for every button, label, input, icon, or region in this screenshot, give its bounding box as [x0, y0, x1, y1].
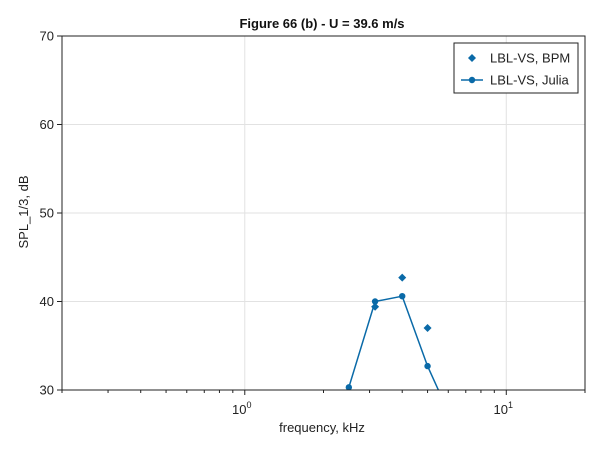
- legend-label: LBL-VS, Julia: [490, 73, 570, 88]
- data-point: [371, 298, 379, 305]
- legend-entry: LBL-VS, BPM: [468, 51, 570, 66]
- x-tick-label-base: 10: [232, 402, 246, 417]
- data-point: [424, 362, 431, 370]
- y-axis-label: SPL_1/3, dB: [16, 176, 31, 249]
- legend: LBL-VS, BPM LBL-VS, Julia: [453, 42, 579, 94]
- x-tick-label: 101: [494, 400, 513, 417]
- y-tick-label: 50: [40, 206, 54, 221]
- y-tick-label: 70: [40, 29, 54, 44]
- x-tick-label: 100: [232, 400, 251, 417]
- legend-label: LBL-VS, BPM: [490, 51, 570, 66]
- legend-marker-swatch: [468, 54, 476, 62]
- y-tick-label: 60: [40, 117, 54, 132]
- legend-box: [453, 42, 579, 94]
- chart-title: Figure 66 (b) - U = 39.6 m/s: [239, 16, 404, 31]
- legend-entry: LBL-VS, Julia: [461, 73, 570, 88]
- x-tick-label-exponent: 0: [247, 400, 252, 410]
- data-point: [423, 324, 432, 333]
- y-tick-label: 40: [40, 294, 54, 309]
- plot-content: [345, 273, 440, 390]
- x-axis-label: frequency, kHz: [279, 420, 365, 435]
- x-tick-label-base: 10: [494, 402, 508, 417]
- y-tick-label: 30: [40, 383, 54, 398]
- series-2: [345, 292, 440, 390]
- data-point: [345, 384, 353, 390]
- data-point: [398, 273, 407, 282]
- legend-marker-swatch: [468, 76, 476, 84]
- x-tick-label-exponent: 1: [508, 400, 513, 410]
- data-point: [399, 292, 406, 300]
